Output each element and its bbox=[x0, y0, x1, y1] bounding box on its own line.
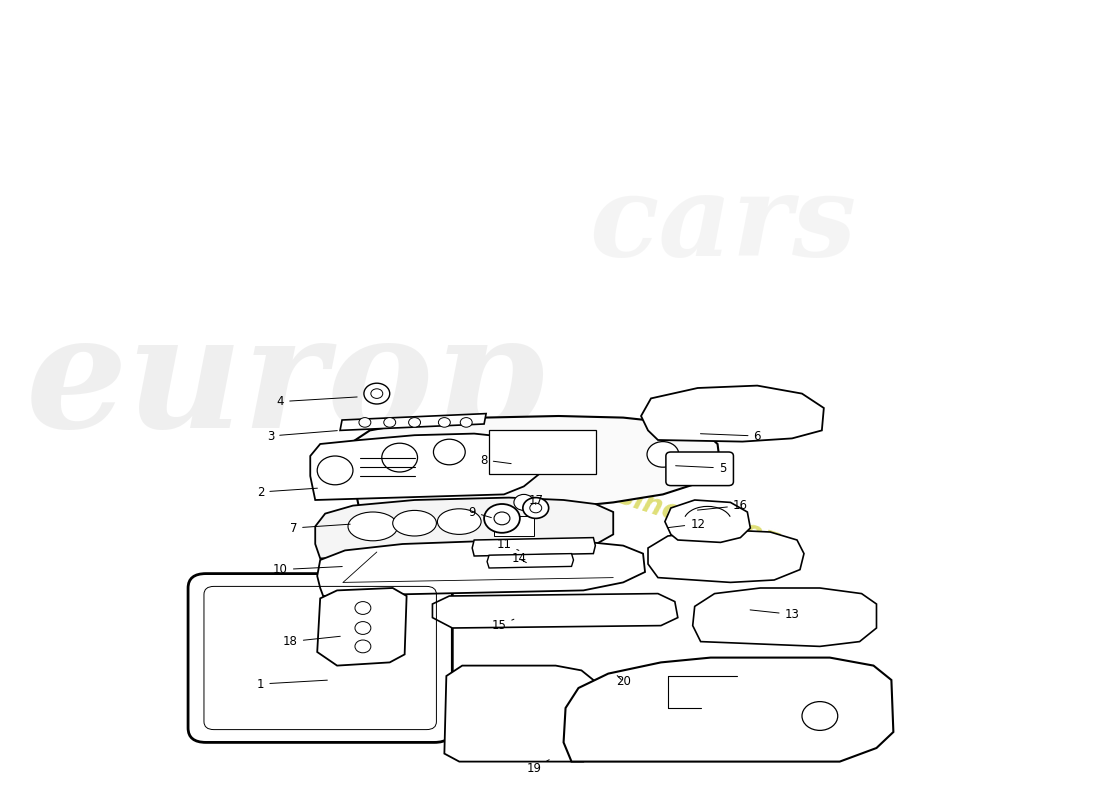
Polygon shape bbox=[648, 530, 804, 582]
Text: 17: 17 bbox=[528, 494, 543, 506]
Text: cars: cars bbox=[588, 169, 856, 279]
Polygon shape bbox=[350, 416, 720, 512]
Text: 4: 4 bbox=[277, 395, 358, 408]
Text: europ: europ bbox=[25, 307, 546, 461]
Circle shape bbox=[384, 418, 396, 427]
Polygon shape bbox=[664, 500, 750, 542]
Polygon shape bbox=[340, 414, 486, 430]
Text: 14: 14 bbox=[512, 552, 527, 565]
Polygon shape bbox=[444, 666, 595, 762]
Text: 3: 3 bbox=[267, 430, 338, 442]
Circle shape bbox=[355, 640, 371, 653]
Circle shape bbox=[355, 602, 371, 614]
Circle shape bbox=[364, 383, 389, 404]
Circle shape bbox=[530, 503, 541, 513]
Circle shape bbox=[484, 504, 520, 533]
Text: 16: 16 bbox=[697, 499, 748, 512]
Polygon shape bbox=[693, 588, 877, 646]
FancyBboxPatch shape bbox=[666, 452, 734, 486]
Text: 12: 12 bbox=[668, 518, 705, 530]
Polygon shape bbox=[563, 658, 893, 762]
Bar bbox=[494, 516, 534, 536]
Text: 13: 13 bbox=[750, 608, 800, 621]
Bar bbox=[490, 430, 596, 474]
Text: 18: 18 bbox=[283, 635, 340, 648]
Polygon shape bbox=[310, 434, 541, 500]
Ellipse shape bbox=[438, 509, 481, 534]
Circle shape bbox=[522, 498, 549, 518]
Circle shape bbox=[371, 389, 383, 398]
Circle shape bbox=[514, 494, 534, 510]
Circle shape bbox=[433, 439, 465, 465]
Circle shape bbox=[355, 622, 371, 634]
Polygon shape bbox=[317, 540, 645, 596]
Ellipse shape bbox=[393, 510, 437, 536]
Circle shape bbox=[408, 418, 420, 427]
Text: 20: 20 bbox=[616, 675, 630, 688]
Text: 7: 7 bbox=[289, 522, 350, 534]
Text: a passion since 1985: a passion since 1985 bbox=[464, 432, 782, 560]
Text: 1: 1 bbox=[256, 678, 328, 690]
Circle shape bbox=[382, 443, 418, 472]
Text: 19: 19 bbox=[526, 760, 549, 774]
Text: 2: 2 bbox=[256, 486, 318, 498]
Circle shape bbox=[647, 442, 679, 467]
Polygon shape bbox=[472, 538, 595, 556]
Text: 11: 11 bbox=[496, 538, 519, 550]
Polygon shape bbox=[487, 554, 573, 568]
Circle shape bbox=[439, 418, 450, 427]
Polygon shape bbox=[316, 498, 613, 558]
Text: 9: 9 bbox=[469, 506, 492, 518]
Circle shape bbox=[802, 702, 838, 730]
Text: 10: 10 bbox=[273, 563, 342, 576]
Circle shape bbox=[460, 418, 472, 427]
Text: 15: 15 bbox=[492, 619, 514, 632]
Circle shape bbox=[494, 512, 510, 525]
Ellipse shape bbox=[348, 512, 398, 541]
Polygon shape bbox=[317, 588, 407, 666]
FancyBboxPatch shape bbox=[188, 574, 452, 742]
Polygon shape bbox=[432, 594, 678, 628]
Text: 8: 8 bbox=[481, 454, 512, 466]
Polygon shape bbox=[641, 386, 824, 442]
Circle shape bbox=[317, 456, 353, 485]
Text: 6: 6 bbox=[701, 430, 761, 442]
Circle shape bbox=[359, 418, 371, 427]
Text: 5: 5 bbox=[675, 462, 726, 474]
